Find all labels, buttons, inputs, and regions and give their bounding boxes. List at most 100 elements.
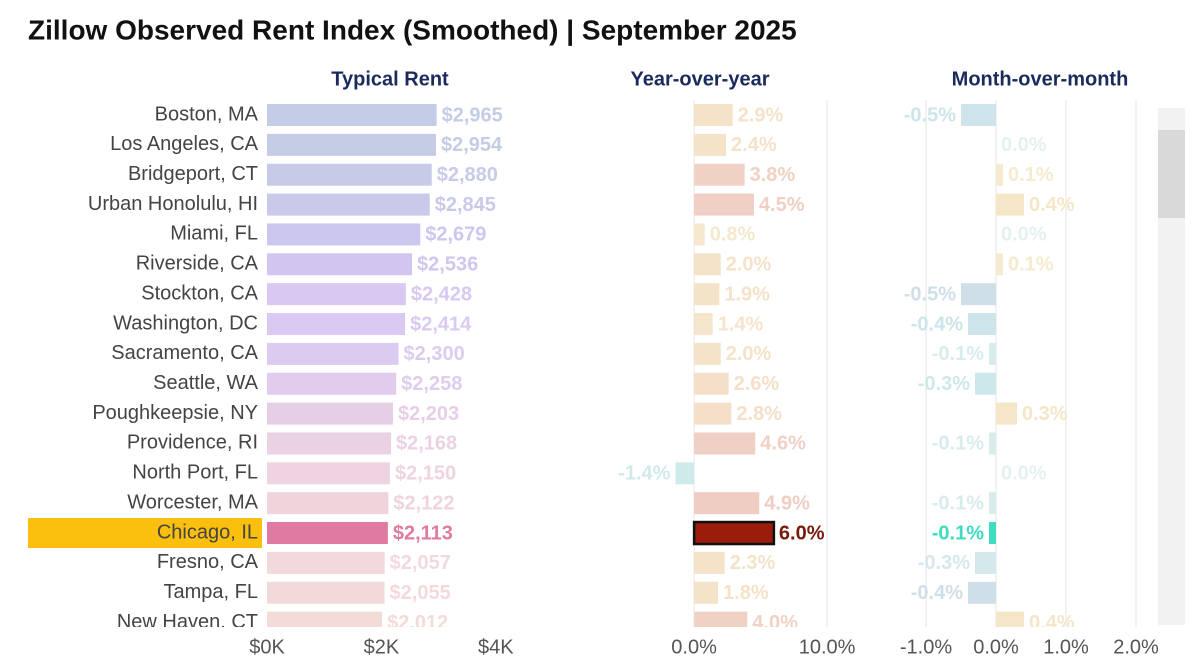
value-label: $2,300 [404,343,465,365]
value-label: 4.5% [759,194,805,216]
bar [968,313,996,336]
x-tick-label: 1.0% [1043,636,1089,658]
value-label: 0.1% [1008,164,1054,186]
bar [267,551,385,574]
value-label: -0.1% [932,343,984,365]
bar [267,581,385,604]
bar [267,253,413,276]
chart-title: Zillow Observed Rent Index (Smoothed) | … [28,14,797,45]
scrollbar-thumb[interactable] [1158,130,1185,218]
bar [996,611,1024,627]
bar [996,163,1003,186]
bar [989,432,996,455]
category-label: Urban Honolulu, HI [88,193,258,215]
category-label: Boston, MA [155,103,259,125]
value-label: $2,845 [435,194,496,216]
x-tick-label: $2K [364,636,400,658]
bar [975,372,996,395]
panel-title: Typical Rent [331,68,449,90]
value-label: -0.3% [918,373,970,395]
value-label: 0.8% [710,224,756,246]
value-label: $2,258 [401,373,462,395]
bar [694,133,727,156]
value-label: $2,203 [398,403,459,425]
bar [267,104,437,126]
value-label: -0.1% [932,433,984,455]
bar [694,432,756,455]
bar [267,402,394,425]
x-tick-label: -1.0% [900,636,952,658]
bar [694,342,721,365]
category-label: Seattle, WA [153,372,259,394]
value-label: 0.4% [1029,194,1075,216]
value-label: -0.1% [932,492,984,514]
category-label: Bridgeport, CT [128,163,258,185]
bar [694,551,725,574]
bar [694,372,729,395]
bar [267,492,389,515]
category-label: Los Angeles, CA [110,133,259,155]
bar [961,104,996,126]
bar [989,492,996,515]
value-label: -0.5% [904,104,956,126]
value-label: 2.3% [730,552,776,574]
value-label: $2,113 [393,522,453,544]
value-label: 0.3% [1022,403,1068,425]
value-label: 0.0% [1001,134,1047,156]
bar [996,193,1024,216]
value-label: -0.1% [932,522,984,544]
category-label: Worcester, MA [127,491,258,513]
value-label: 3.8% [750,164,796,186]
value-label: $2,122 [393,492,454,514]
panel-title: Year-over-year [631,68,770,90]
bar [267,193,430,216]
value-label: 1.4% [718,313,764,335]
value-label: -1.4% [618,463,670,485]
bar [692,520,776,546]
x-tick-label: 2.0% [1113,636,1159,658]
bar [694,313,713,336]
value-label: $2,679 [425,224,486,246]
value-label: 0.0% [1001,463,1047,485]
bar [975,551,996,574]
category-label: Miami, FL [170,223,258,245]
bar [267,342,399,365]
value-label: $2,536 [417,254,478,276]
value-label: 6.0% [779,522,825,544]
value-label: 0.1% [1008,254,1054,276]
bar [694,193,754,216]
x-tick-label: $4K [478,636,514,658]
category-label: Poughkeepsie, NY [92,402,258,424]
bar [267,133,436,156]
value-label: $2,012 [387,612,448,634]
value-label: 2.6% [734,373,780,395]
highlight-band [28,518,262,549]
bar [961,283,996,306]
category-label: Chicago, IL [157,521,258,543]
bar [694,223,705,246]
bar [267,432,392,455]
value-label: -0.4% [911,582,963,604]
x-tick-label: 0.0% [671,636,717,658]
bar [694,253,721,276]
value-label: 4.6% [760,433,806,455]
category-label: Tampa, FL [164,581,258,603]
bar [694,283,720,306]
category-label: New Haven, CT [117,611,258,633]
bar [968,581,996,604]
bar [267,372,397,395]
value-label: $2,168 [396,433,457,455]
bar [694,104,733,126]
value-label: -0.3% [918,552,970,574]
value-label: 4.9% [764,492,810,514]
value-label: $2,954 [441,134,503,156]
rows: Boston, MA Los Angeles, CA Bridgeport, CT U… [28,100,1137,634]
bar [694,611,748,627]
value-label: 2.0% [726,343,772,365]
value-label: $2,428 [411,283,472,305]
value-label: $2,057 [390,552,451,574]
value-label: 2.0% [726,254,772,276]
value-label: 2.4% [731,134,777,156]
